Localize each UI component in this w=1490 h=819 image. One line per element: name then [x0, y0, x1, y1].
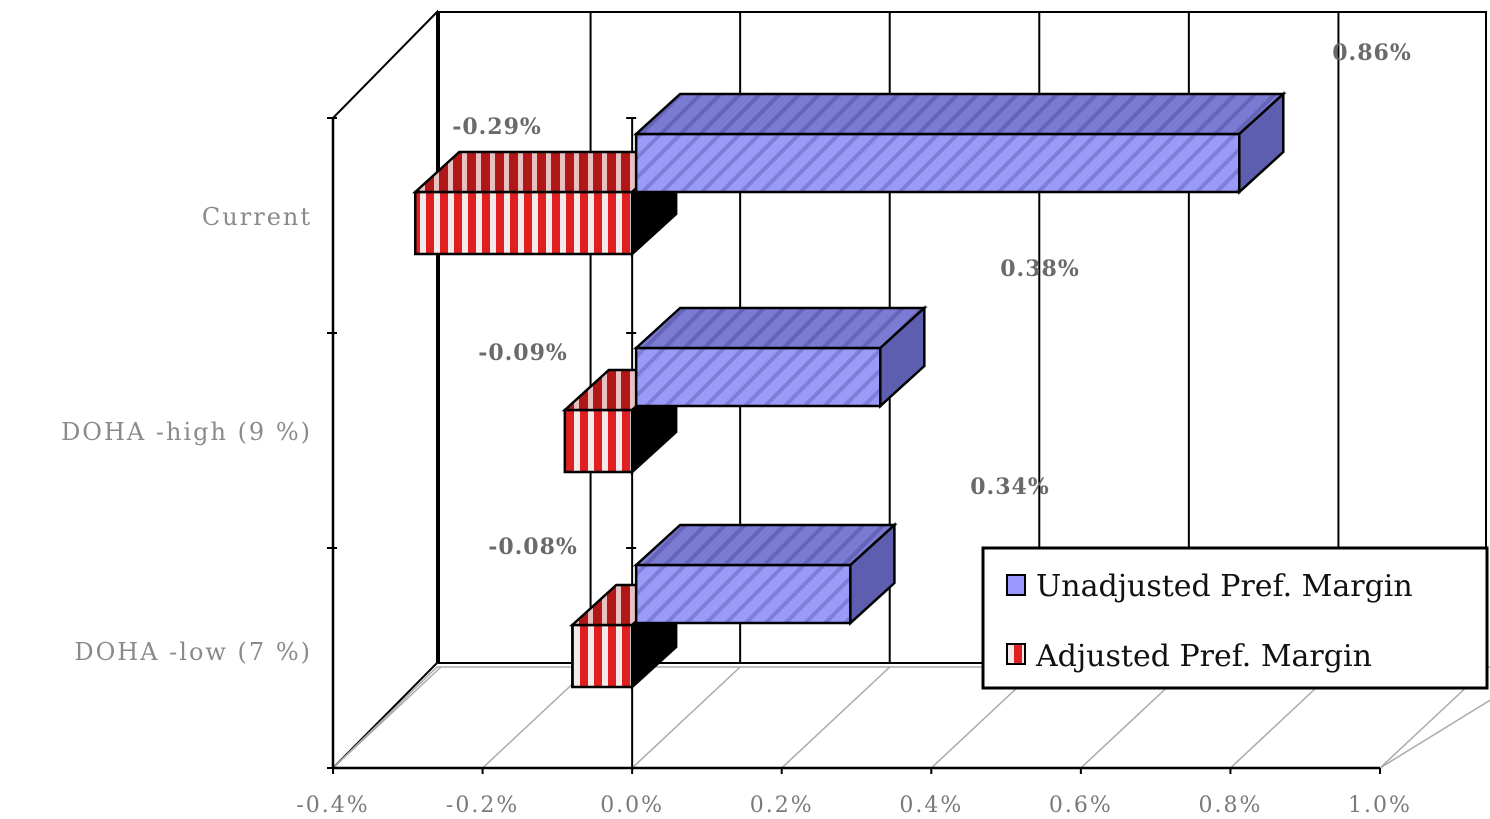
x-tick-label: 0.8% [1198, 793, 1262, 818]
legend-label-adjusted: Adjusted Pref. Margin [1035, 639, 1372, 674]
data-label-unadjusted: 0.86% [1332, 40, 1412, 66]
back-wall [438, 11, 1487, 664]
data-label-unadjusted: 0.38% [1000, 256, 1080, 282]
gridline-floor [332, 666, 442, 769]
gridline-floor [631, 666, 741, 769]
bar-unadjusted-top [632, 306, 928, 350]
data-label-adjusted: -0.08% [488, 534, 578, 560]
category-label: DOHA -high (9 %) [61, 418, 312, 446]
bar-adjusted-front [571, 623, 634, 689]
bar-adjusted-front [414, 190, 634, 256]
x-tick-label: 1.0% [1348, 793, 1412, 818]
bar-unadjusted-side [879, 305, 926, 409]
category-label: DOHA -low (7 %) [74, 638, 312, 666]
legend-label-unadjusted: Unadjusted Pref. Margin [1036, 569, 1413, 604]
bar-unadjusted-side [1238, 91, 1285, 195]
bar-unadjusted-front [634, 132, 1241, 194]
bar-adjusted-front [563, 408, 634, 474]
x-tick-labels: -0.4% -0.2% 0.0% 0.2% 0.4% 0.6% 0.8% 1.0% [296, 768, 1412, 818]
category-labels: Current DOHA -high (9 %) DOHA -low (7 %) [61, 203, 312, 666]
bar-unadjusted-side [849, 522, 896, 626]
x-tick-label: 0.6% [1049, 793, 1113, 818]
bar-unadjusted-top [632, 92, 1287, 136]
bars [412, 91, 1287, 690]
x-tick-label: 0.4% [899, 793, 963, 818]
legend-box [981, 546, 1489, 690]
chart-walls [332, 9, 1490, 769]
data-labels: 0.86% -0.29% 0.38% -0.09% 0.34% -0.08% [452, 40, 1412, 560]
legend-swatch-unadjusted [1006, 574, 1026, 596]
data-label-unadjusted: 0.34% [970, 474, 1050, 500]
bar-unadjusted-front [634, 346, 882, 408]
legend-swatch-adjusted [1006, 643, 1026, 665]
x-tick-label: 0.2% [750, 793, 814, 818]
gridline-floor [781, 666, 891, 769]
left-wall [332, 9, 438, 769]
category-label: Current [202, 203, 312, 231]
data-label-adjusted: -0.29% [452, 114, 542, 140]
x-tick-label: -0.4% [296, 793, 369, 818]
data-label-adjusted: -0.09% [478, 340, 568, 366]
x-tick-label: 0.0% [600, 793, 664, 818]
bar-unadjusted-front [634, 563, 852, 625]
legend: Unadjusted Pref. Margin Adjusted Pref. M… [981, 546, 1489, 690]
x-tick-label: -0.2% [446, 793, 519, 818]
